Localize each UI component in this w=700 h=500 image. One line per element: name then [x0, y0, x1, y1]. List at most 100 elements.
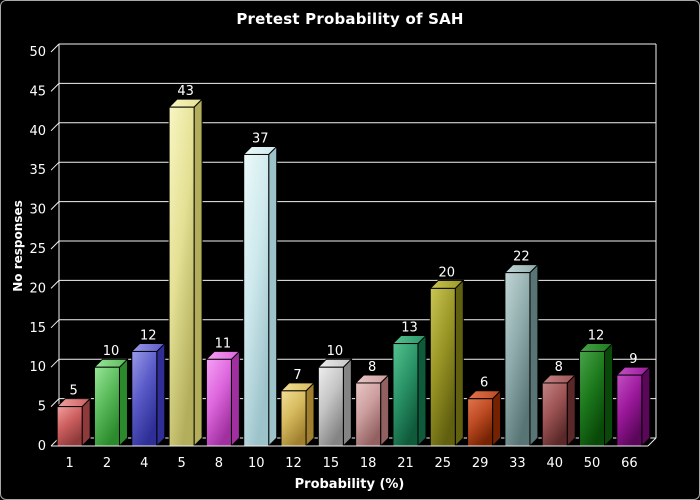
bar-value-label: 10 [103, 344, 120, 359]
bar-value-label: 22 [513, 250, 530, 265]
bar-front-face [205, 358, 232, 447]
bar-value-label: 7 [293, 368, 301, 383]
x-tick-label: 1 [66, 456, 74, 471]
x-tick-label: 21 [397, 456, 414, 471]
x-tick-label: 29 [472, 456, 489, 471]
bar-front-face [467, 398, 494, 447]
bar-group-33pct: 22 33 [503, 250, 540, 471]
x-tick-label: 12 [285, 456, 302, 471]
bar-group-21pct: 13 21 [391, 321, 428, 471]
bar-side-face [193, 97, 203, 448]
x-tick-label: 18 [360, 456, 377, 471]
y-axis-tick [50, 398, 60, 407]
bar-front-face [93, 366, 120, 447]
bar-value-label: 43 [177, 84, 194, 99]
y-tick-label: 50 [29, 45, 46, 60]
bar-group-29pct: 6 29 [466, 376, 502, 471]
bar-group-2pct: 10 2 [93, 344, 129, 471]
x-tick-label: 66 [621, 456, 638, 471]
bar-group-4pct: 12 4 [130, 328, 166, 471]
y-tick-label: 30 [29, 203, 46, 218]
x-tick-label: 5 [177, 456, 185, 471]
bar-side-face [417, 334, 427, 448]
y-tick-label: 5 [38, 400, 46, 415]
bar-group-66pct: 9 66 [615, 352, 652, 471]
bar-value-label: 6 [480, 376, 488, 391]
chart-title: Pretest Probability of SAH [236, 10, 464, 28]
y-tick-label: 0 [38, 439, 46, 454]
back-wall: 0 5 10 15 20 25 30 35 40 45 50 [29, 43, 657, 454]
bar-group-8pct: 11 8 [205, 336, 241, 471]
bar-group-40pct: 8 40 [541, 360, 577, 471]
y-tick-label: 40 [29, 124, 46, 139]
y-tick-label: 15 [29, 321, 46, 336]
bar-group-10pct: 37 10 [242, 131, 278, 471]
y-axis-tick [50, 358, 60, 368]
bar-side-face [529, 263, 539, 448]
x-tick-label: 10 [248, 456, 265, 471]
bar-group-1pct: 51 [55, 384, 92, 471]
bar-front-face [616, 374, 643, 447]
bar-value-label: 11 [215, 336, 232, 351]
y-axis-title: No responses [11, 200, 25, 292]
bar-side-face [380, 373, 390, 448]
bar-side-face [268, 145, 278, 448]
bar-front-face [243, 153, 270, 447]
bar-side-face [566, 373, 576, 448]
bar-value-label: 12 [140, 328, 157, 343]
bar-side-face [641, 365, 651, 448]
y-axis-tick [50, 43, 60, 53]
y-axis-tick [50, 201, 60, 210]
x-axis-title: Probability (%) [294, 477, 405, 492]
floor-right-edge [647, 437, 657, 447]
bar-front-face [392, 343, 419, 447]
bar-side-face [305, 381, 315, 448]
bar-front-face [355, 382, 382, 447]
bar-group-12pct: 7 12 [279, 368, 316, 471]
y-tick-label: 45 [29, 84, 46, 99]
bar-front-face [504, 272, 531, 447]
bar-front-face [131, 350, 158, 447]
bar-value-label: 10 [327, 344, 344, 359]
y-axis-tick [50, 122, 60, 132]
bar-value-label: 5 [70, 384, 78, 399]
bar-group-18pct: 8 18 [354, 360, 390, 471]
bar-group-5pct: 43 5 [167, 84, 204, 471]
y-tick-label: 35 [29, 163, 46, 178]
x-tick-label: 50 [584, 456, 601, 471]
bar-value-label: 8 [555, 360, 563, 375]
bar-side-face [230, 350, 240, 448]
x-tick-label: 15 [323, 456, 340, 471]
x-tick-label: 2 [103, 456, 111, 471]
bar-side-face [156, 342, 166, 448]
bar-front-face [280, 390, 307, 447]
bar-value-label: 12 [588, 328, 605, 343]
bar-side-face [492, 389, 502, 448]
bar-front-face [317, 366, 344, 447]
bar-front-face [541, 382, 568, 447]
floor-front-edge [51, 437, 657, 447]
bar-value-label: 37 [252, 131, 269, 146]
x-tick-label: 8 [215, 456, 223, 471]
y-axis-tick [50, 319, 60, 329]
bar-front-face [429, 287, 456, 447]
bar-value-label: 8 [368, 360, 376, 375]
y-axis-tick [50, 280, 60, 289]
x-tick-label: 4 [140, 456, 148, 471]
bar-value-label: 20 [439, 265, 456, 280]
bar-front-face [56, 406, 83, 447]
bar-side-face [342, 357, 352, 448]
bar-side-face [454, 279, 464, 448]
bar-value-label: 9 [629, 352, 637, 367]
bar-value-label: 13 [401, 321, 418, 336]
bar-side-face [118, 357, 128, 448]
y-tick-label: 25 [29, 242, 46, 257]
y-axis-tick [50, 240, 60, 250]
bar-group-50pct: 12 50 [578, 328, 614, 471]
bar-front-face [168, 106, 195, 447]
y-tick-label: 20 [29, 281, 46, 296]
bar-group-15pct: 10 15 [317, 344, 353, 471]
